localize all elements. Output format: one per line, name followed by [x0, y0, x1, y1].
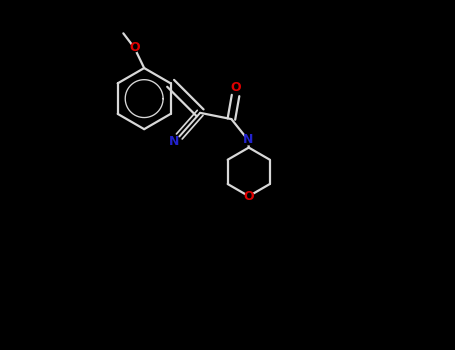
Text: N: N: [168, 135, 179, 148]
Text: N: N: [243, 133, 253, 146]
Text: O: O: [243, 190, 254, 203]
Text: O: O: [129, 41, 140, 54]
Text: O: O: [230, 81, 241, 94]
